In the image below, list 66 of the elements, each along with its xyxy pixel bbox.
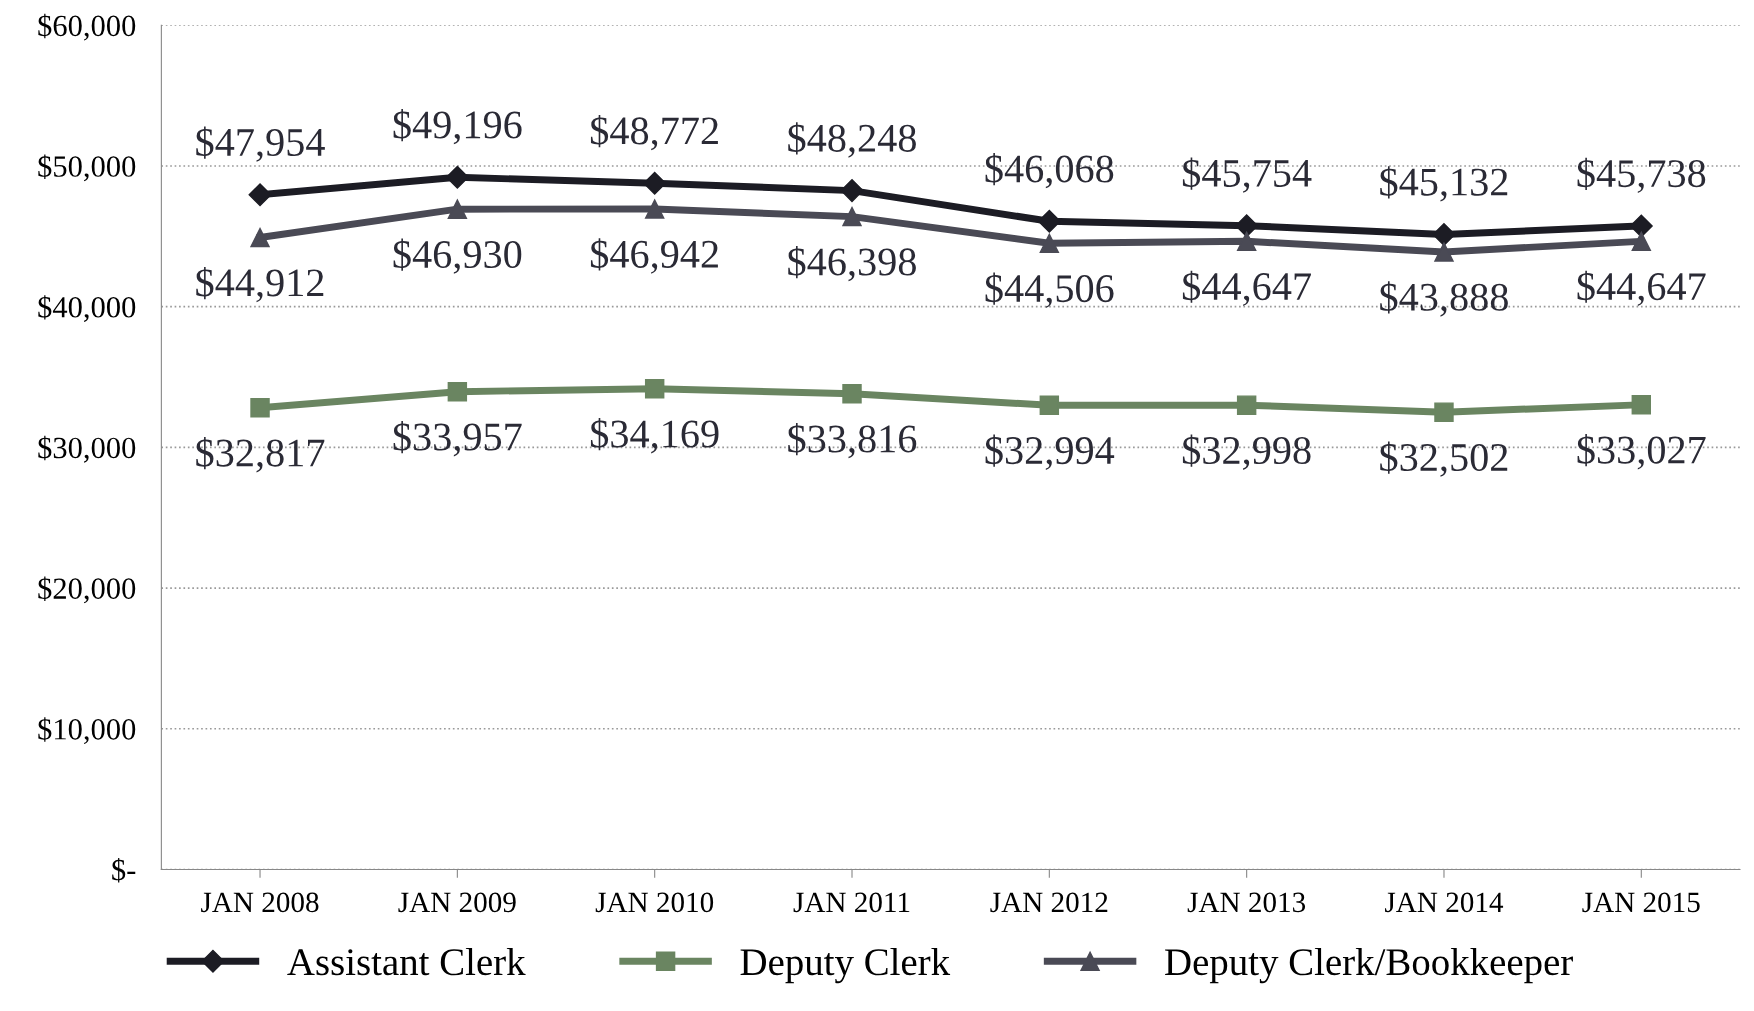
x-tick-label: JAN 2015 [1582,892,1700,913]
data-label: $44,647 [1182,270,1311,306]
x-tick-label: JAN 2009 [398,892,516,913]
point [1631,395,1652,415]
data-label: $32,998 [1182,434,1311,470]
x-tick-label: JAN 2013 [1187,892,1306,913]
data-label: $32,817 [196,437,325,473]
point [644,199,665,219]
y-tick-label: $- [112,857,136,883]
legend-label: Assistant Clerk [287,947,526,976]
point [842,206,862,227]
data-label: $32,502 [1380,441,1508,477]
point [1039,233,1060,253]
y-tick-label: $30,000 [38,435,136,463]
point [447,381,468,402]
point [842,383,862,404]
y-tick-label: $10,000 [38,717,136,745]
data-label: $45,132 [1380,166,1508,202]
x-tick-label: JAN 2012 [990,892,1108,913]
data-label: $33,027 [1577,434,1706,470]
y-tick-label: $20,000 [38,576,136,604]
point [643,171,667,195]
point [248,183,272,207]
data-label: $48,248 [788,122,916,158]
point [1629,214,1653,238]
data-label: $45,738 [1577,157,1706,193]
point [1631,231,1652,252]
data-label: $34,169 [590,418,719,454]
point [250,227,270,248]
point [1236,395,1257,415]
x-tick-label: JAN 2008 [201,892,319,913]
point [445,165,469,189]
point [644,378,665,399]
y-tick-label: $40,000 [38,295,136,322]
point [1235,214,1259,238]
data-label: $44,912 [196,266,324,303]
legend-label: Deputy Clerk/Bookkeeper [1165,947,1573,984]
y-tick-label: $50,000 [38,154,136,182]
point [1037,209,1061,233]
data-label: $32,994 [985,434,1115,470]
data-label: $46,068 [985,153,1114,189]
y-tick-label: $60,000 [38,13,136,41]
point [1434,402,1454,422]
point [1236,231,1257,252]
data-label: $49,196 [393,108,522,145]
data-label: $46,930 [393,238,522,274]
point [447,199,468,219]
data-label: $44,647 [1577,270,1706,306]
legend-label: Deputy Clerk [740,947,951,984]
x-tick-label: JAN 2014 [1385,892,1504,913]
point [1434,242,1454,262]
point [840,179,864,203]
data-label: $46,398 [788,245,916,282]
data-label: $33,816 [788,423,917,459]
x-tick-label: JAN 2011 [793,892,910,913]
data-label: $45,754 [1182,157,1312,193]
point [250,398,270,418]
point [1039,395,1060,415]
data-label: $44,506 [985,272,1114,308]
point [1432,222,1456,246]
data-label: $46,942 [590,238,718,274]
data-label: $33,957 [393,421,522,457]
data-label: $47,954 [196,126,325,162]
data-label: $48,772 [590,114,718,151]
data-label: $43,888 [1380,281,1508,317]
x-tick-label: JAN 2010 [595,892,714,913]
